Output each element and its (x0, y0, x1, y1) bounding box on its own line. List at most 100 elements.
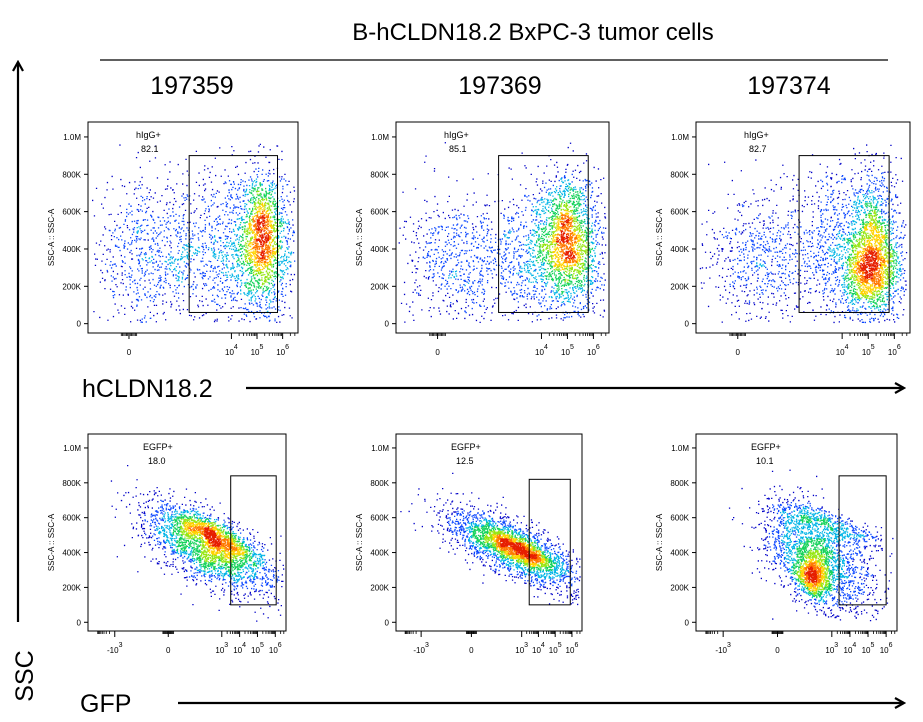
y-tick-label: 200K (370, 282, 389, 291)
y-tick-label: 400K (62, 245, 81, 254)
x-tick-label: 104 (225, 344, 238, 357)
y-tick-label: 0 (685, 320, 690, 329)
x-tick-label: 105 (549, 642, 562, 655)
x-tick-label: 0 (775, 646, 780, 655)
event-dots-density-5 (184, 522, 245, 560)
event-dots-density-7 (204, 526, 222, 548)
y-tick-label: 1.0M (671, 444, 689, 453)
y-tick-label: 800K (62, 170, 81, 179)
y-axis-label: SSC-A :: SSC-A (355, 513, 364, 571)
gfp-axis-label: GFP (80, 690, 131, 718)
gate-rectangle (798, 155, 890, 313)
gate-rectangle (188, 155, 279, 313)
gate-name: hIgG+ (744, 130, 769, 140)
y-tick-label: 0 (685, 618, 690, 627)
y-tick-label: 200K (62, 282, 81, 291)
x-tick-label: -103 (715, 642, 731, 655)
y-tick-label: 600K (670, 514, 689, 523)
y-tick-label: 200K (670, 583, 689, 592)
x-tick-label: 104 (844, 642, 857, 655)
plot-frame (87, 433, 287, 632)
gate-percent: 18.0 (148, 456, 166, 466)
y-tick-label: 400K (370, 245, 389, 254)
y-tick-label: 600K (370, 514, 389, 523)
event-dots-density-2 (156, 510, 266, 584)
event-dots-density-0 (728, 469, 894, 622)
y-tick-label: 200K (370, 583, 389, 592)
column-label-2: 197369 (458, 72, 541, 100)
y-axis-label: SSC-A :: SSC-A (655, 513, 664, 571)
x-tick-label: 0 (435, 348, 440, 357)
event-dots-density-2 (465, 518, 569, 580)
y-tick-label: 400K (670, 549, 689, 558)
event-dots-density-3 (236, 182, 285, 292)
event-dots-density-4 (244, 190, 281, 288)
gate-rectangle (838, 475, 887, 606)
x-tick-label: 105 (251, 344, 264, 357)
x-tick-label: 104 (535, 344, 548, 357)
ssc-axis-label: SSC (11, 650, 39, 701)
gate-name: hIgG+ (444, 130, 469, 140)
x-tick-label: 105 (251, 642, 264, 655)
y-tick-label: 400K (370, 549, 389, 558)
y-tick-label: 800K (670, 170, 689, 179)
y-tick-label: 0 (385, 618, 390, 627)
event-dots-density-7 (860, 250, 882, 280)
event-dots-density-0 (699, 144, 908, 324)
x-tick-label: 106 (269, 642, 282, 655)
x-tick-label: 0 (127, 348, 132, 357)
event-dots-density-3 (536, 186, 594, 295)
y-axis-label: SSC-A :: SSC-A (47, 513, 56, 571)
x-tick-label: 104 (233, 642, 246, 655)
gate-percent: 82.7 (749, 144, 767, 154)
event-dots-density-2 (780, 506, 866, 603)
x-tick-label: 0 (166, 646, 171, 655)
y-tick-label: 600K (670, 208, 689, 217)
figure-title: B-hCLDN18.2 BxPC-3 tumor cells (352, 19, 713, 46)
x-tick-label: 106 (880, 642, 893, 655)
event-dots-density-7 (500, 538, 538, 560)
event-dots-density-6 (856, 246, 886, 287)
x-tick-label: 106 (587, 344, 600, 357)
gate-name: EGFP+ (451, 442, 481, 452)
y-tick-label: 400K (62, 549, 81, 558)
y-tick-label: 1.0M (63, 444, 81, 453)
y-axis-label: SSC-A :: SSC-A (655, 208, 664, 266)
event-dots-density-7 (804, 566, 818, 584)
plot-frame (695, 433, 898, 632)
y-tick-label: 1.0M (371, 444, 389, 453)
x-tick-label: 106 (888, 344, 901, 357)
gate-percent: 82.1 (141, 144, 159, 154)
event-dots-density-1 (144, 499, 280, 592)
x-tick-label: 105 (862, 642, 875, 655)
event-dots-density-3 (472, 522, 557, 572)
x-tick-label: -103 (107, 642, 123, 655)
column-label-3: 197374 (747, 72, 831, 100)
y-tick-label: 200K (62, 583, 81, 592)
y-tick-label: 0 (77, 320, 82, 329)
event-dots-density-1 (721, 170, 905, 324)
y-tick-label: 800K (370, 170, 389, 179)
gate-percent: 12.5 (456, 456, 474, 466)
event-dots-density-7 (556, 218, 576, 260)
x-tick-label: 105 (862, 344, 875, 357)
x-tick-label: 106 (276, 344, 289, 357)
event-dots-density-1 (448, 510, 578, 587)
gate-rectangle (498, 155, 589, 313)
y-tick-label: 800K (62, 479, 81, 488)
y-tick-label: 400K (670, 245, 689, 254)
y-axis-label: SSC-A :: SSC-A (47, 208, 56, 266)
y-axis-label: SSC-A :: SSC-A (355, 208, 364, 266)
column-label-1: 197359 (150, 72, 233, 100)
event-dots-density-6 (188, 526, 238, 552)
gate-name: EGFP+ (751, 442, 781, 452)
y-tick-label: 800K (370, 479, 389, 488)
y-tick-label: 1.0M (63, 133, 81, 142)
y-tick-label: 600K (370, 208, 389, 217)
x-tick-label: 104 (532, 642, 545, 655)
